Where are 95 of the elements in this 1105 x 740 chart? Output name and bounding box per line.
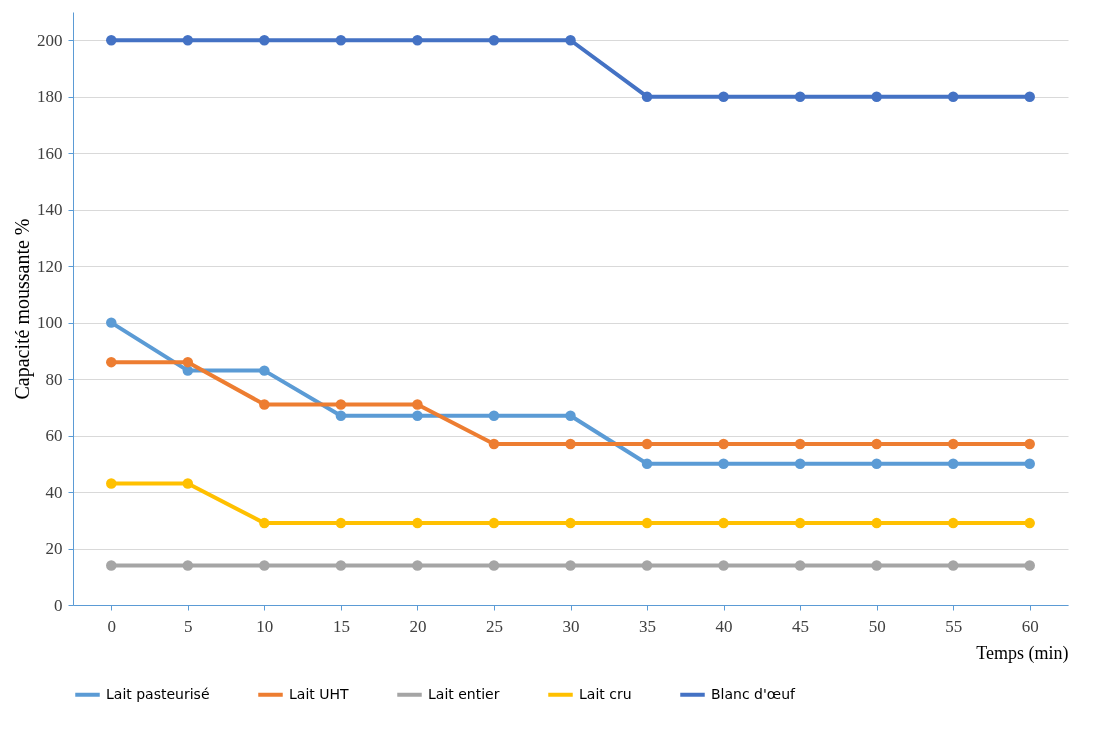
x-tick-label: 20	[409, 616, 427, 636]
y-tick-label: 40	[45, 482, 63, 502]
point	[412, 399, 423, 410]
x-tick-label: 10	[256, 616, 274, 636]
point	[335, 35, 347, 46]
point	[106, 478, 117, 489]
x-tick-label: 40	[715, 616, 733, 636]
point	[871, 91, 882, 102]
y-tick-label: 140	[37, 200, 63, 220]
point	[947, 517, 959, 529]
point	[641, 91, 653, 102]
point	[641, 458, 653, 470]
point	[1024, 438, 1035, 450]
point	[259, 399, 270, 410]
point	[335, 410, 347, 422]
y-tick-label: 20	[45, 539, 63, 559]
point	[794, 458, 806, 470]
point	[1024, 560, 1035, 571]
point	[718, 458, 729, 470]
y-tick-label: 120	[37, 256, 63, 276]
x-tick-label: 55	[945, 616, 963, 636]
point	[488, 438, 500, 450]
x-tick-label: 60	[1021, 616, 1039, 636]
point	[259, 560, 270, 571]
point	[335, 517, 347, 529]
point	[412, 560, 423, 571]
point	[182, 560, 194, 571]
point	[1024, 458, 1035, 470]
point	[412, 517, 423, 529]
x-tick-label: 0	[107, 616, 117, 636]
point	[182, 35, 194, 46]
point	[871, 560, 882, 571]
y-tick-label: 180	[37, 87, 63, 107]
x-tick-label: 45	[792, 616, 810, 636]
point	[794, 438, 806, 450]
point	[1024, 91, 1035, 102]
point	[335, 560, 347, 571]
point	[259, 365, 270, 376]
point	[947, 91, 959, 102]
point	[488, 560, 500, 571]
point	[718, 517, 729, 529]
point	[412, 35, 423, 46]
point	[565, 517, 576, 529]
point	[565, 35, 576, 46]
legend-label: Lait cru	[579, 685, 632, 702]
point	[871, 438, 882, 450]
legend-label: Lait UHT	[289, 685, 349, 702]
x-axis-title: Temps (min)	[976, 642, 1069, 664]
y-tick-label: 200	[37, 30, 63, 50]
y-tick-label: 160	[37, 143, 63, 163]
y-axis-title: Capacité moussante %	[11, 218, 34, 400]
x-tick-label: 35	[639, 616, 657, 636]
point	[412, 410, 423, 422]
point	[641, 438, 653, 450]
point	[182, 356, 194, 368]
point	[947, 560, 959, 571]
y-tick-label: 100	[37, 313, 63, 333]
point	[488, 410, 500, 422]
x-tick-label: 30	[562, 616, 580, 636]
point	[641, 517, 653, 529]
point	[718, 91, 729, 102]
y-tick-label: 80	[45, 369, 63, 389]
point	[718, 560, 729, 571]
point	[1024, 517, 1035, 529]
x-tick-label: 15	[332, 616, 350, 636]
point	[794, 517, 806, 529]
point	[947, 458, 959, 470]
point	[259, 35, 270, 46]
point	[106, 356, 117, 368]
y-tick-label: 0	[54, 595, 63, 615]
point	[106, 35, 117, 46]
point	[259, 517, 270, 529]
point	[947, 438, 959, 450]
point	[871, 458, 882, 470]
point	[718, 438, 729, 450]
point	[488, 35, 500, 46]
legend-label: Lait pasteurisé	[106, 685, 210, 702]
point	[106, 317, 117, 328]
point	[794, 560, 806, 571]
y-tick-label: 60	[45, 426, 63, 446]
point	[182, 478, 194, 489]
point	[565, 438, 576, 450]
point	[794, 91, 806, 102]
point	[565, 410, 576, 422]
x-tick-label: 50	[868, 616, 886, 636]
point	[106, 560, 117, 571]
x-tick-label: 5	[184, 616, 193, 636]
x-tick-label: 25	[485, 616, 503, 636]
legend-label: Blanc d'œuf	[711, 685, 797, 702]
point	[871, 517, 882, 529]
point	[335, 399, 347, 410]
point	[488, 517, 500, 529]
point	[565, 560, 576, 571]
point	[641, 560, 653, 571]
legend-label: Lait entier	[428, 685, 500, 702]
